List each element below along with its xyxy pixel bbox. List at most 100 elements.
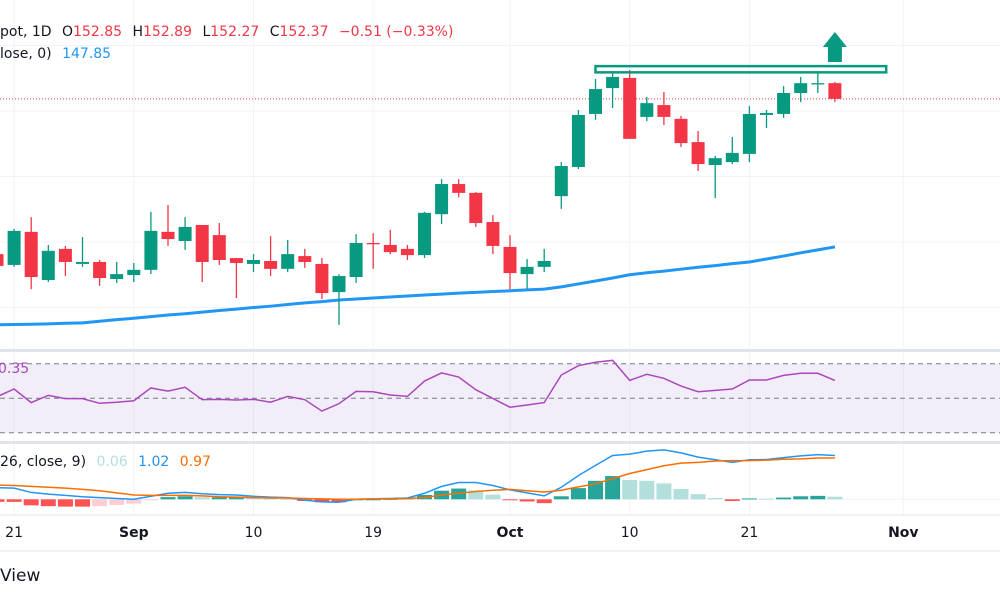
candle-body — [315, 263, 329, 294]
candle — [435, 179, 449, 224]
candle-body — [229, 258, 243, 263]
candle-body — [195, 224, 209, 262]
macd-histogram-value: 0.06 — [96, 454, 128, 470]
candle — [400, 244, 414, 261]
macd-histogram-bar — [211, 497, 227, 500]
macd-histogram-bar — [759, 498, 774, 500]
candle — [520, 259, 534, 290]
candle — [640, 96, 654, 122]
resistance-zone — [594, 64, 888, 74]
candle-body — [349, 242, 363, 278]
ma-value: 147.85 — [62, 46, 112, 62]
candle-body — [777, 92, 791, 114]
time-axis-tick-label: Oct — [496, 525, 524, 541]
candle — [383, 229, 397, 255]
candle-body — [212, 235, 226, 261]
macd-histogram-bar — [810, 495, 826, 500]
macd-histogram-bar — [639, 480, 655, 500]
candle-body — [452, 184, 466, 193]
candle — [264, 236, 278, 277]
ma-legend: lose, 0) 147.85 — [0, 46, 117, 62]
candle — [674, 115, 688, 148]
candle — [332, 274, 346, 325]
high-value: 152.89 — [143, 24, 192, 40]
candle-body — [383, 244, 397, 253]
candle — [503, 235, 517, 290]
candle — [144, 211, 158, 275]
macd-histogram-bar — [399, 498, 415, 500]
candle — [41, 244, 55, 282]
candle-body — [640, 103, 654, 117]
candle-body — [366, 242, 380, 245]
macd-histogram-bar — [75, 499, 90, 507]
time-axis-tick-label: 21 — [740, 525, 759, 541]
macd-histogram-bar — [228, 497, 244, 500]
candle — [606, 71, 620, 109]
open-value: 152.85 — [73, 24, 123, 40]
candle-body — [503, 246, 517, 274]
candle-body — [178, 226, 192, 242]
candle-body — [811, 83, 825, 85]
macd-histogram-bar — [468, 490, 484, 500]
candle-body — [400, 248, 414, 256]
candle-body — [606, 76, 620, 89]
candle-body — [247, 260, 260, 264]
macd-histogram-bar — [502, 499, 518, 501]
macd-histogram-bar — [57, 499, 73, 507]
macd-histogram-bar — [23, 499, 39, 506]
candle-body — [58, 248, 72, 262]
macd-histogram-bar — [673, 488, 689, 500]
time-axis-tick-label: 21 — [5, 525, 24, 541]
candle — [349, 234, 363, 283]
close-label: C — [269, 24, 280, 40]
macd-histogram-bar — [314, 499, 330, 503]
candle-body — [281, 254, 295, 269]
macd-histogram-bar — [553, 496, 569, 500]
candle — [777, 86, 791, 118]
candle-body — [93, 261, 107, 279]
candle — [161, 204, 175, 246]
candle-body — [127, 269, 141, 276]
macd-histogram-bar — [519, 499, 535, 502]
candle — [691, 130, 705, 171]
candle-body — [554, 166, 568, 197]
candle — [657, 92, 671, 126]
candle — [469, 191, 483, 227]
candle-body — [794, 83, 808, 93]
low-label: L — [202, 24, 211, 40]
candle — [24, 217, 38, 290]
macd-histogram-bar — [707, 498, 723, 500]
panel-separator — [0, 349, 1000, 352]
rsi-line — [0, 359, 836, 412]
ohlc-legend: pot, 1D O152.85 H152.89 L152.27 C152.37 … — [0, 24, 459, 40]
macd-histogram-bar — [536, 499, 552, 504]
time-axis-tick-label: Nov — [888, 525, 919, 541]
candle — [811, 71, 825, 93]
candle — [110, 261, 124, 283]
candle — [298, 248, 312, 268]
macd-histogram-bar — [365, 499, 381, 501]
change-value: −0.51 (−0.33%) — [338, 24, 454, 40]
macd-histogram-bar — [246, 498, 261, 500]
candle — [76, 237, 89, 267]
candle-body — [657, 105, 671, 117]
candle — [281, 240, 295, 273]
rsi-value: 0.35 — [0, 361, 30, 377]
candle — [725, 136, 739, 165]
candle-body — [828, 83, 842, 99]
candle — [708, 155, 722, 199]
macd-value: 1.02 — [138, 454, 170, 470]
macd-histogram-bar — [177, 496, 193, 500]
macd-histogram-bar — [656, 483, 672, 500]
macd-histogram-bar — [331, 499, 347, 503]
candle — [554, 162, 568, 209]
candle — [366, 233, 380, 269]
candle-body — [418, 212, 431, 256]
candle-body — [623, 77, 637, 139]
macd-legend: 26, close, 9) 0.06 1.02 0.97 — [0, 454, 217, 470]
macd-histogram-bar — [622, 479, 638, 500]
candle — [127, 262, 141, 282]
macd-histogram-bar — [793, 496, 809, 500]
candle — [452, 179, 466, 198]
